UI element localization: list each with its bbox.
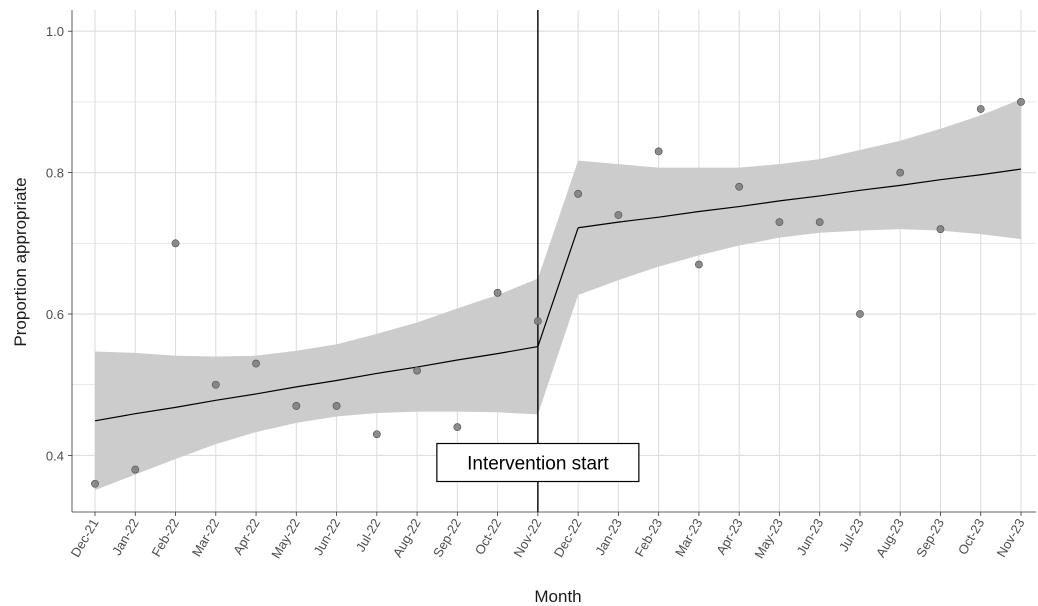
- fit-line: [94, 345, 538, 422]
- fit-line: [578, 168, 1022, 229]
- data-point: [856, 310, 864, 318]
- confidence-ribbon: [578, 99, 1021, 295]
- intervention-label-box: [436, 442, 640, 483]
- x-axis-title: Month: [534, 587, 581, 606]
- y-tick-label: 0.4: [46, 448, 64, 463]
- fit-lines: [94, 168, 1022, 422]
- data-point: [332, 402, 341, 410]
- y-tick-label: 0.8: [46, 166, 64, 181]
- data-point: [453, 423, 462, 432]
- data-point: [131, 465, 140, 474]
- data-point: [493, 288, 502, 297]
- data-point: [614, 211, 623, 219]
- data-point: [252, 359, 260, 368]
- data-point: [292, 402, 301, 410]
- data-point: [171, 239, 180, 248]
- y-tick-labels: 0.4 0.6 0.8 1.0: [46, 24, 64, 463]
- y-tick-label: 1.0: [46, 24, 64, 39]
- data-point: [775, 218, 784, 227]
- data-point: [936, 225, 945, 234]
- y-axis-title: Proportion appropriate: [11, 177, 30, 346]
- data-point: [574, 189, 583, 198]
- intervention-label: Intervention start: [467, 454, 609, 475]
- confidence-ribbon: [95, 278, 538, 491]
- data-point: [815, 218, 824, 227]
- data-points: [91, 98, 1025, 488]
- fit-line-step: [537, 227, 579, 347]
- data-point: [533, 317, 542, 325]
- data-point: [654, 147, 663, 156]
- intervention-annotation: Intervention start: [436, 442, 640, 483]
- data-point: [91, 479, 99, 488]
- y-tick-label: 0.6: [46, 307, 64, 322]
- data-point: [896, 168, 905, 177]
- data-point: [1017, 98, 1025, 106]
- data-point: [211, 380, 220, 389]
- data-point: [735, 182, 744, 191]
- data-point: [976, 105, 985, 113]
- data-point: [372, 430, 381, 439]
- data-point: [413, 366, 421, 375]
- axes: [68, 10, 1036, 516]
- data-point: [695, 260, 703, 269]
